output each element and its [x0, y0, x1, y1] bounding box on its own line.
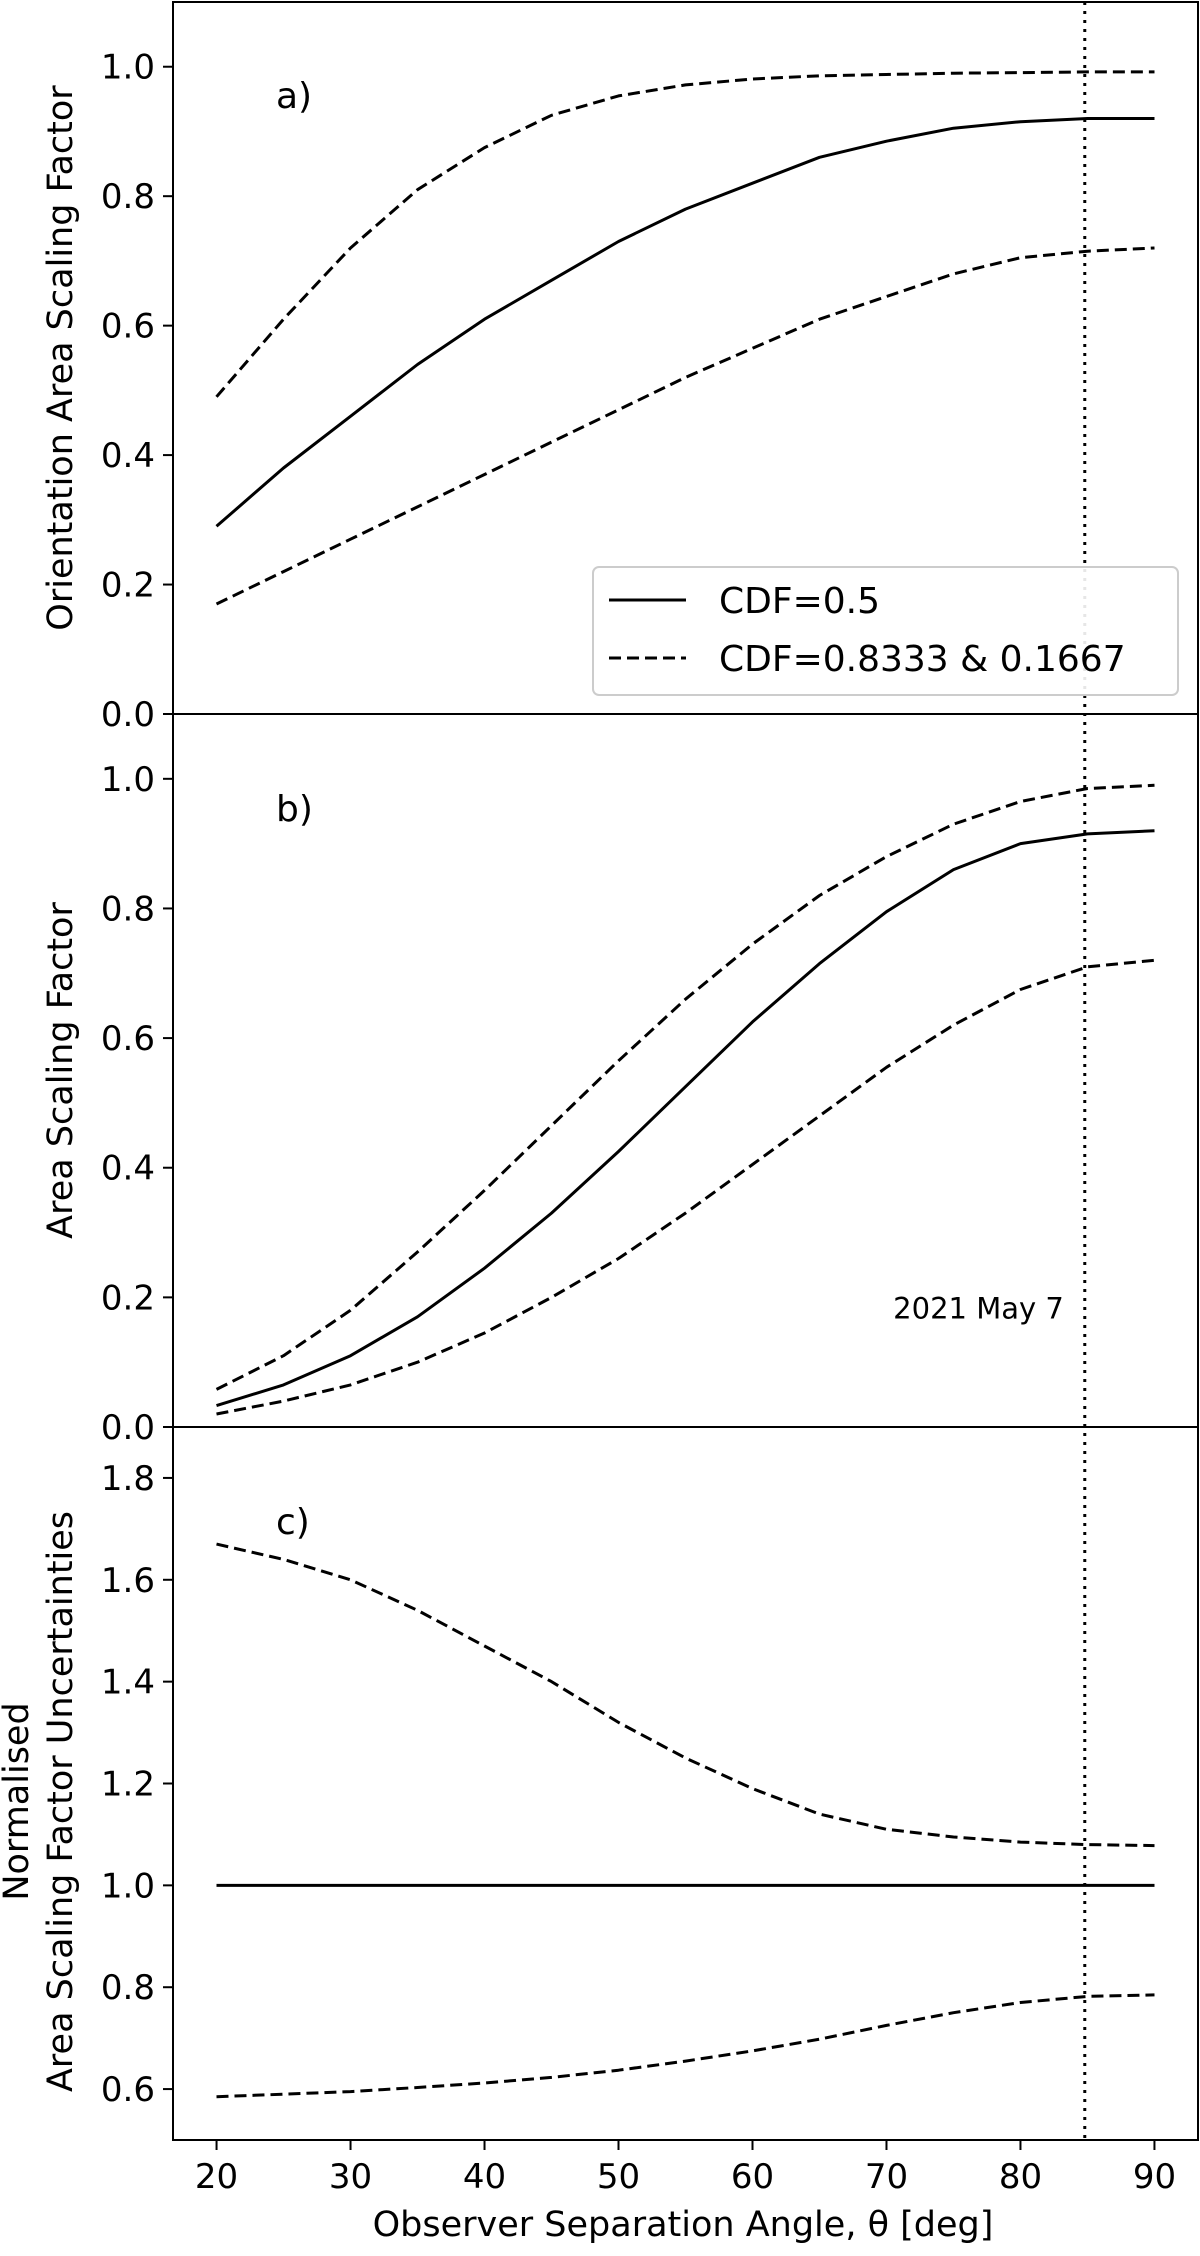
series-line-cdf-upper — [216, 1542, 1155, 1848]
x-tick-label: 70 — [865, 2157, 908, 2197]
series-line-cdf-0-5 — [215, 117, 1155, 528]
series-line-cdf-lower — [216, 958, 1155, 1416]
y-tick-label: 0.8 — [101, 889, 155, 929]
series-line-cdf-lower — [216, 1993, 1155, 2099]
y-tick-label: 1.2 — [101, 1765, 155, 1805]
series-line-cdf-lower — [215, 246, 1155, 606]
date-annotation: 2021 May 7 — [893, 1291, 1064, 1325]
y-tick-label: 1.6 — [101, 1561, 155, 1601]
legend-entry-label: CDF=0.5 — [719, 581, 880, 622]
y-tick-label: 0.0 — [101, 695, 155, 735]
legend: CDF=0.5 CDF=0.8333 & 0.1667 — [592, 566, 1179, 696]
y-tick-label: 1.0 — [101, 48, 155, 88]
y-axis-label: Area Scaling Factor — [41, 902, 81, 1239]
x-tick-label: 90 — [1133, 2157, 1176, 2197]
series-line-cdf-upper — [215, 70, 1155, 398]
y-tick-label: 0.8 — [101, 1968, 155, 2008]
y-axis-label-line: Area Scaling Factor Uncertainties — [41, 1511, 81, 2092]
y-tick-label: 1.0 — [101, 1866, 155, 1906]
panel-c: 0.6 0.8 1.0 1.2 1.4 1.6 1.8 Normalised Area Scal… — [0, 1459, 1155, 2110]
y-tick-label: 0.2 — [101, 1278, 155, 1318]
y-tick-label: 1.0 — [101, 760, 155, 800]
x-tick-label: 60 — [731, 2157, 774, 2197]
series-line-cdf-upper — [215, 783, 1155, 1391]
y-tick-label: 0.6 — [101, 307, 155, 347]
y-tick-label: 1.8 — [101, 1459, 155, 1499]
series-line-cdf-0-5 — [216, 829, 1155, 1408]
y-tick-label: 0.0 — [101, 1408, 155, 1448]
y-tick-label: 1.4 — [101, 1663, 155, 1703]
panel-frame — [172, 1426, 1199, 2141]
x-axis: 20 30 40 50 60 70 80 90 — [195, 2140, 1176, 2197]
panel-b: 0.0 0.2 0.4 0.6 0.8 1.0 Area Scaling Factor b) 2… — [41, 760, 1155, 1448]
y-tick-label: 0.8 — [101, 177, 155, 217]
x-tick-label: 40 — [463, 2157, 506, 2197]
x-tick-label: 80 — [999, 2157, 1042, 2197]
y-axis-label: Orientation Area Scaling Factor — [41, 85, 81, 631]
panel-label: b) — [276, 789, 313, 830]
y-tick-label: 0.4 — [101, 436, 155, 476]
panel-label: a) — [276, 76, 312, 117]
y-axis-label-line: Normalised — [0, 1702, 37, 1900]
x-tick-label: 20 — [195, 2157, 238, 2197]
panel-a: 0.0 0.2 0.4 0.6 0.8 1.0 Orientation Area Scali… — [41, 48, 1155, 735]
y-tick-label: 0.2 — [101, 566, 155, 606]
frames-layer — [172, 1, 1199, 2141]
y-tick-label: 0.4 — [101, 1149, 155, 1189]
x-tick-label: 30 — [329, 2157, 372, 2197]
y-tick-label: 0.6 — [101, 2070, 155, 2110]
legend-box — [592, 566, 1179, 696]
x-axis-label: Observer Separation Angle, θ [deg] — [373, 2205, 994, 2245]
panels-layer: 0.0 0.2 0.4 0.6 0.8 1.0 Orientation Area Scali… — [0, 48, 1155, 2110]
legend-entry-label: CDF=0.8333 & 0.1667 — [719, 639, 1126, 680]
y-tick-label: 0.6 — [101, 1019, 155, 1059]
x-tick-label: 50 — [597, 2157, 640, 2197]
panel-label: c) — [276, 1502, 310, 1543]
